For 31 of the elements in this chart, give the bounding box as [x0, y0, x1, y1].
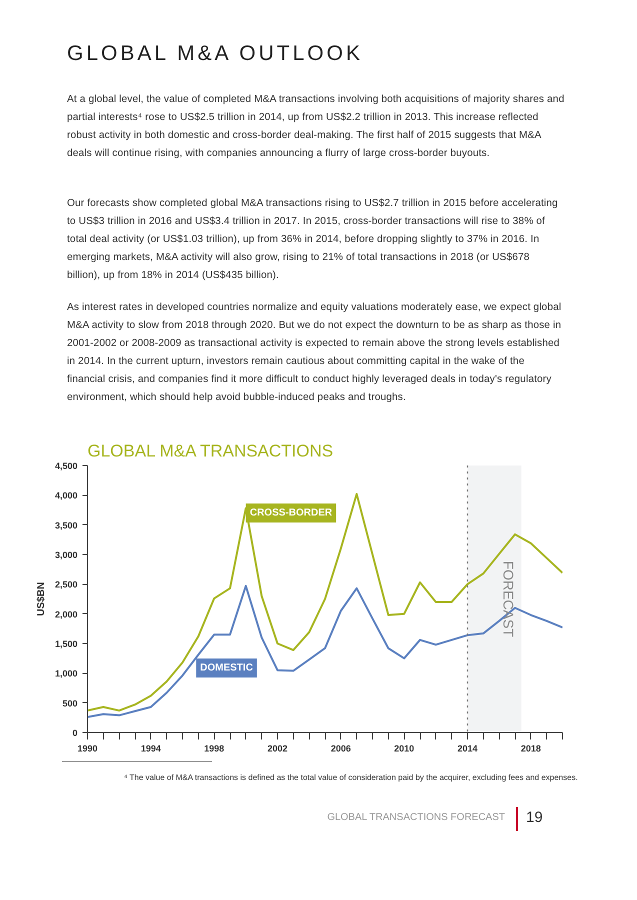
chart-title: GLOBAL M&A TRANSACTIONS [88, 442, 334, 460]
x-tick-label: 1990 [77, 744, 98, 754]
series-label: CROSS-BORDER [250, 508, 333, 519]
x-tick-label: 2002 [267, 744, 288, 754]
band-label: FORECAST [500, 560, 517, 638]
y-tick-label: 4,000 [54, 490, 78, 501]
x-tick-label: 1994 [140, 744, 161, 754]
text: Our forecasts show completed global M&A transactions rising to US$2.7 trillion in 2015 before accelerating to US$3 trillion in 2016 and US$3.4 trillion in 2017. In 2015, cross-border transactions will rise to 38% of total deal activity (or US$1.03 trillion), up from 36% in 2014, before dropping slightly to 37% in 2016. In emerging markets, M&A activity will also grow, rising to 21% of total transactions in 2018 (or US$678 billion), up from 18% in 2014 (US$435 billion). [67, 197, 559, 283]
text: At a global level, the value of completed M&A transactions involving both acquisitions of majority shares and partial interests⁴ rose to US$2.5 trillion in 2014, up from US$2.2 trillion in 2013. This increase reflected robust activity in both domestic and cross-border deal-making. The first half of 2015 suggests that M&A deals will continue rising, with companies announcing a flurry of large cross-border buyouts. [67, 93, 565, 161]
text: GLOBAL TRANSACTIONS FORECAST [327, 811, 505, 825]
x-tick-label: 2018 [520, 744, 541, 754]
y-tick-label: 2,000 [54, 609, 78, 620]
text: As interest rates in developed countries normalize and equity valuations moderately ease, we expect global M&A activity to slow from 2018 through 2020. But we do not expect the downturn to be as sharp as those in 2001-2002 or 2008-2009 as transactional activity is expected to remain above the strong levels established in 2014. In the current upturn, investors remain cautious about committing capital in the wake of the financial crisis, and companies find it more difficult to conduct highly leveraged deals in today's regulatory environment, which should help avoid bubble-induced peaks and troughs. [67, 301, 562, 405]
text: GLOBAL M&A OUTLOOK [67, 41, 363, 67]
x-tick-label: 2010 [394, 744, 414, 754]
y-tick-label: 500 [62, 698, 78, 708]
line-series [88, 492, 562, 712]
x-tick-label: 2006 [330, 744, 351, 754]
y-tick-label: 4,500 [54, 461, 78, 471]
y-tick-label: 0 [72, 728, 78, 738]
y-axis-title: US$BN [36, 582, 47, 616]
y-tick-label: 3,000 [54, 550, 78, 560]
y-tick-label: 1,500 [54, 639, 78, 649]
text: 19 [526, 808, 543, 828]
y-tick-label: 3,500 [54, 520, 78, 530]
x-tick-label: 1998 [204, 744, 224, 754]
y-tick-label: 1,000 [54, 668, 78, 679]
text: ⁴ The value of M&A transactions is defined as the total value of consideration paid by the acquirer, excluding fees and expenses. [124, 772, 578, 784]
series-label: DOMESTIC [200, 662, 253, 674]
y-tick-label: 2,500 [54, 580, 78, 590]
x-tick-label: 2014 [457, 744, 478, 754]
